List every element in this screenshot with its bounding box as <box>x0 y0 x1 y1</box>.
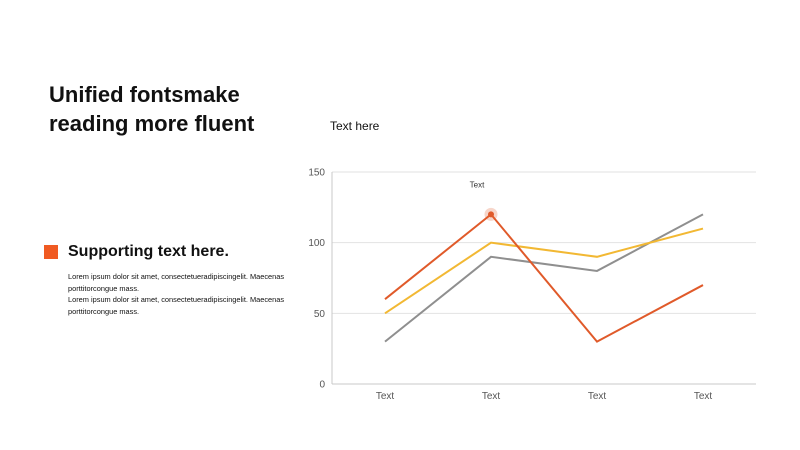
body-paragraph: Lorem ipsum dolor sit amet, consectetuer… <box>68 295 285 316</box>
x-tick-label: Text <box>376 391 395 402</box>
highlight-point <box>488 211 494 218</box>
y-tick-label: 50 <box>314 309 326 320</box>
y-tick-label: 0 <box>319 380 325 391</box>
x-tick-label: Text <box>482 391 501 402</box>
y-tick-label: 100 <box>308 238 325 249</box>
x-tick-label: Text <box>588 391 607 402</box>
series-line-0 <box>384 213 704 343</box>
y-tick-label: 150 <box>308 168 325 179</box>
body-paragraph: Lorem ipsum dolor sit amet, consectetuer… <box>68 272 285 293</box>
headline: Unified fontsmake reading more fluent <box>49 82 255 136</box>
point-annotation: Text <box>470 180 485 189</box>
x-tick-label: Text <box>694 391 713 402</box>
accent-square-icon <box>44 245 58 259</box>
body-text: Lorem ipsum dolor sit amet, consectetuer… <box>68 271 298 317</box>
chart-title: Text here <box>330 119 380 133</box>
supporting-heading: Supporting text here. <box>44 243 229 261</box>
series-line-1 <box>384 227 704 315</box>
supporting-title: Supporting text here. <box>68 243 229 260</box>
